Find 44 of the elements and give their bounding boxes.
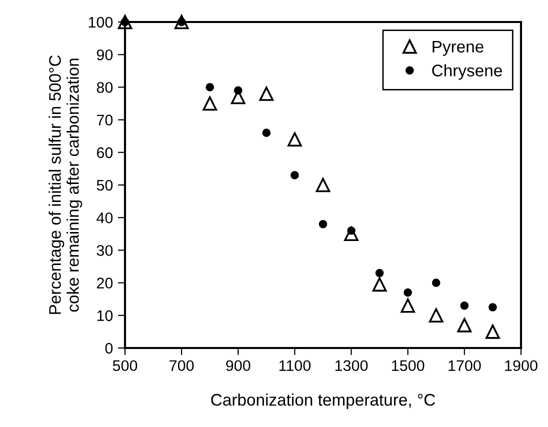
point xyxy=(202,96,218,111)
point xyxy=(344,226,358,242)
x-tick-label: 700 xyxy=(170,360,194,372)
point xyxy=(288,132,302,147)
point xyxy=(118,14,132,30)
x-tick-label: 1300 xyxy=(335,360,368,372)
x-tick-label: 1700 xyxy=(448,360,481,372)
point xyxy=(316,178,330,192)
x-tick-label: 1900 xyxy=(505,360,538,372)
point xyxy=(262,128,271,138)
point xyxy=(460,301,469,310)
y-tick-label: 70 xyxy=(96,114,113,126)
point xyxy=(488,303,497,312)
point xyxy=(428,308,444,323)
point xyxy=(259,86,274,101)
point xyxy=(290,171,299,180)
legend-label: Pyrene xyxy=(432,40,484,56)
legend-label: Chrysene xyxy=(432,64,502,80)
x-tick-label: 900 xyxy=(226,360,250,372)
y-tick-label: 10 xyxy=(97,310,113,322)
point xyxy=(206,83,214,92)
point xyxy=(234,86,242,95)
y-axis-title: Percentage of initial sulfur in 500°C coke remaining after carbonization xyxy=(48,55,82,314)
point xyxy=(404,288,412,297)
y-tick-label: 50 xyxy=(96,180,113,191)
y-tick-label: 20 xyxy=(96,278,113,288)
y-tick-label: 90 xyxy=(96,49,113,60)
y-tick-label: 0 xyxy=(105,342,113,354)
x-tick-label: 1500 xyxy=(392,360,424,372)
point xyxy=(486,324,500,339)
y-tick-label: 80 xyxy=(96,82,113,93)
point xyxy=(318,220,328,228)
point xyxy=(457,318,472,332)
y-tick-label: 40 xyxy=(96,212,113,224)
y-tick-label: 30 xyxy=(96,245,113,256)
point xyxy=(372,277,387,292)
point xyxy=(375,268,384,278)
x-axis-title: Carbonization temperature, °C xyxy=(211,393,436,410)
point xyxy=(432,278,440,287)
x-tick-label: 500 xyxy=(112,360,138,372)
y-tick-label: 60 xyxy=(96,147,113,158)
x-tick-label: 1100 xyxy=(279,360,311,372)
y-tick-label: 100 xyxy=(88,16,113,28)
point xyxy=(400,298,416,313)
